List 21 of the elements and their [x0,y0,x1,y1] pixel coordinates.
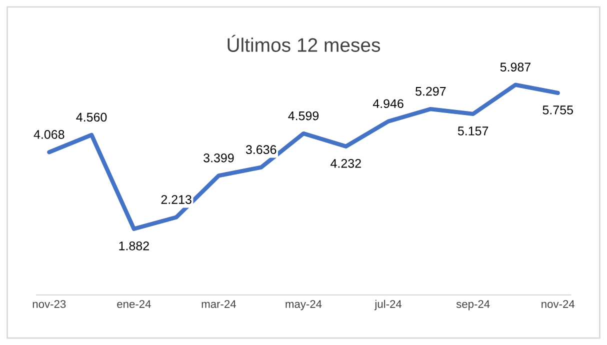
x-tick-label: may-24 [286,300,322,310]
data-label: 4.560 [76,112,107,122]
data-label: 3.399 [204,154,234,162]
x-tick-label: jul-24 [374,300,402,310]
data-label: 4.946 [372,99,404,108]
x-tick-label: mar-24 [202,300,236,308]
data-label: 1.882 [119,241,149,250]
chart-title: Últimos 12 meses [228,34,380,52]
x-tick-label: sep-24 [456,300,490,310]
x-tick-label: ene-24 [117,300,151,308]
x-tick-label: nov-23 [32,300,66,308]
data-label: 5.297 [416,86,446,96]
data-label: 2.213 [161,195,192,204]
data-label: 5.157 [458,126,488,136]
data-label: 5.987 [500,62,530,72]
data-label: 3.636 [246,145,276,154]
x-tick-label: nov-24 [542,300,575,308]
data-label: 4.232 [330,158,361,168]
data-label: 5.755 [542,106,573,114]
data-label: 4.599 [288,111,319,120]
data-label: 4.068 [34,130,64,139]
